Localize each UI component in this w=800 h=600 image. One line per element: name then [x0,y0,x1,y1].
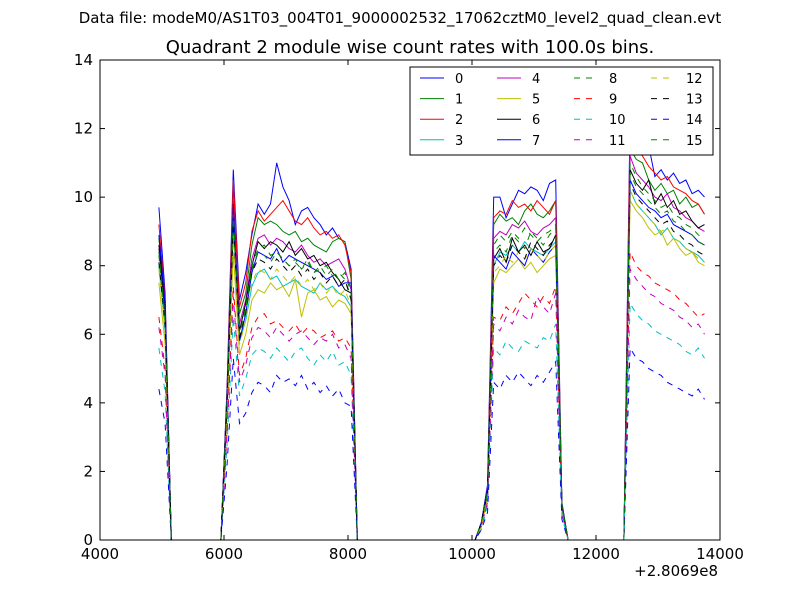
chart-title: Quadrant 2 module wise count rates with … [166,37,655,58]
legend-label-2: 2 [455,113,463,128]
series-line-6 [158,169,705,540]
series-line-7 [158,179,705,540]
x-tick-label: 10000 [448,545,496,563]
series-line-12 [158,190,705,540]
series-line-1 [158,147,705,540]
legend-label-5: 5 [532,93,540,108]
series-line-4 [158,155,705,540]
legend-label-15: 15 [686,134,703,149]
y-tick-label: 8 [83,257,93,275]
x-tick-label: 8000 [329,545,367,563]
legend-label-1: 1 [455,93,463,108]
series-line-14 [158,346,705,540]
legend-label-14: 14 [686,113,703,128]
y-tick-label: 14 [74,51,93,69]
legend-label-11: 11 [609,134,626,149]
x-tick-label: 4000 [81,545,119,563]
x-tick-label: 6000 [205,545,243,563]
legend-label-6: 6 [532,113,540,128]
legend-label-12: 12 [686,72,703,87]
legend-label-0: 0 [455,72,463,87]
x-tick-label: 14000 [696,545,744,563]
y-tick-label: 10 [74,188,93,206]
series-line-10 [158,301,705,540]
y-tick-label: 12 [74,120,93,138]
series-line-3 [158,190,705,540]
legend-label-13: 13 [686,93,703,108]
series-line-2 [158,128,705,540]
series-line-5 [158,198,705,540]
legend-label-10: 10 [609,113,626,128]
legend-label-9: 9 [609,93,617,108]
legend-label-7: 7 [532,134,540,149]
x-tick-label: 12000 [572,545,620,563]
legend-label-4: 4 [532,72,540,87]
legend-label-8: 8 [609,72,617,87]
series-line-11 [158,267,705,540]
x-offset-label: +2.8069e8 [634,562,718,580]
series-line-15 [158,172,705,540]
plot-frame [99,59,721,541]
plot-lines [158,114,705,540]
y-tick-label: 2 [83,462,93,480]
legend-label-3: 3 [455,134,463,149]
y-tick-label: 4 [83,394,93,412]
series-line-13 [158,183,705,540]
y-tick-label: 6 [83,325,93,343]
y-tick-label: 0 [83,531,93,549]
legend-box [409,66,714,156]
chart-suptitle: Data file: modeM0/AS1T03_004T01_90000025… [79,9,722,28]
